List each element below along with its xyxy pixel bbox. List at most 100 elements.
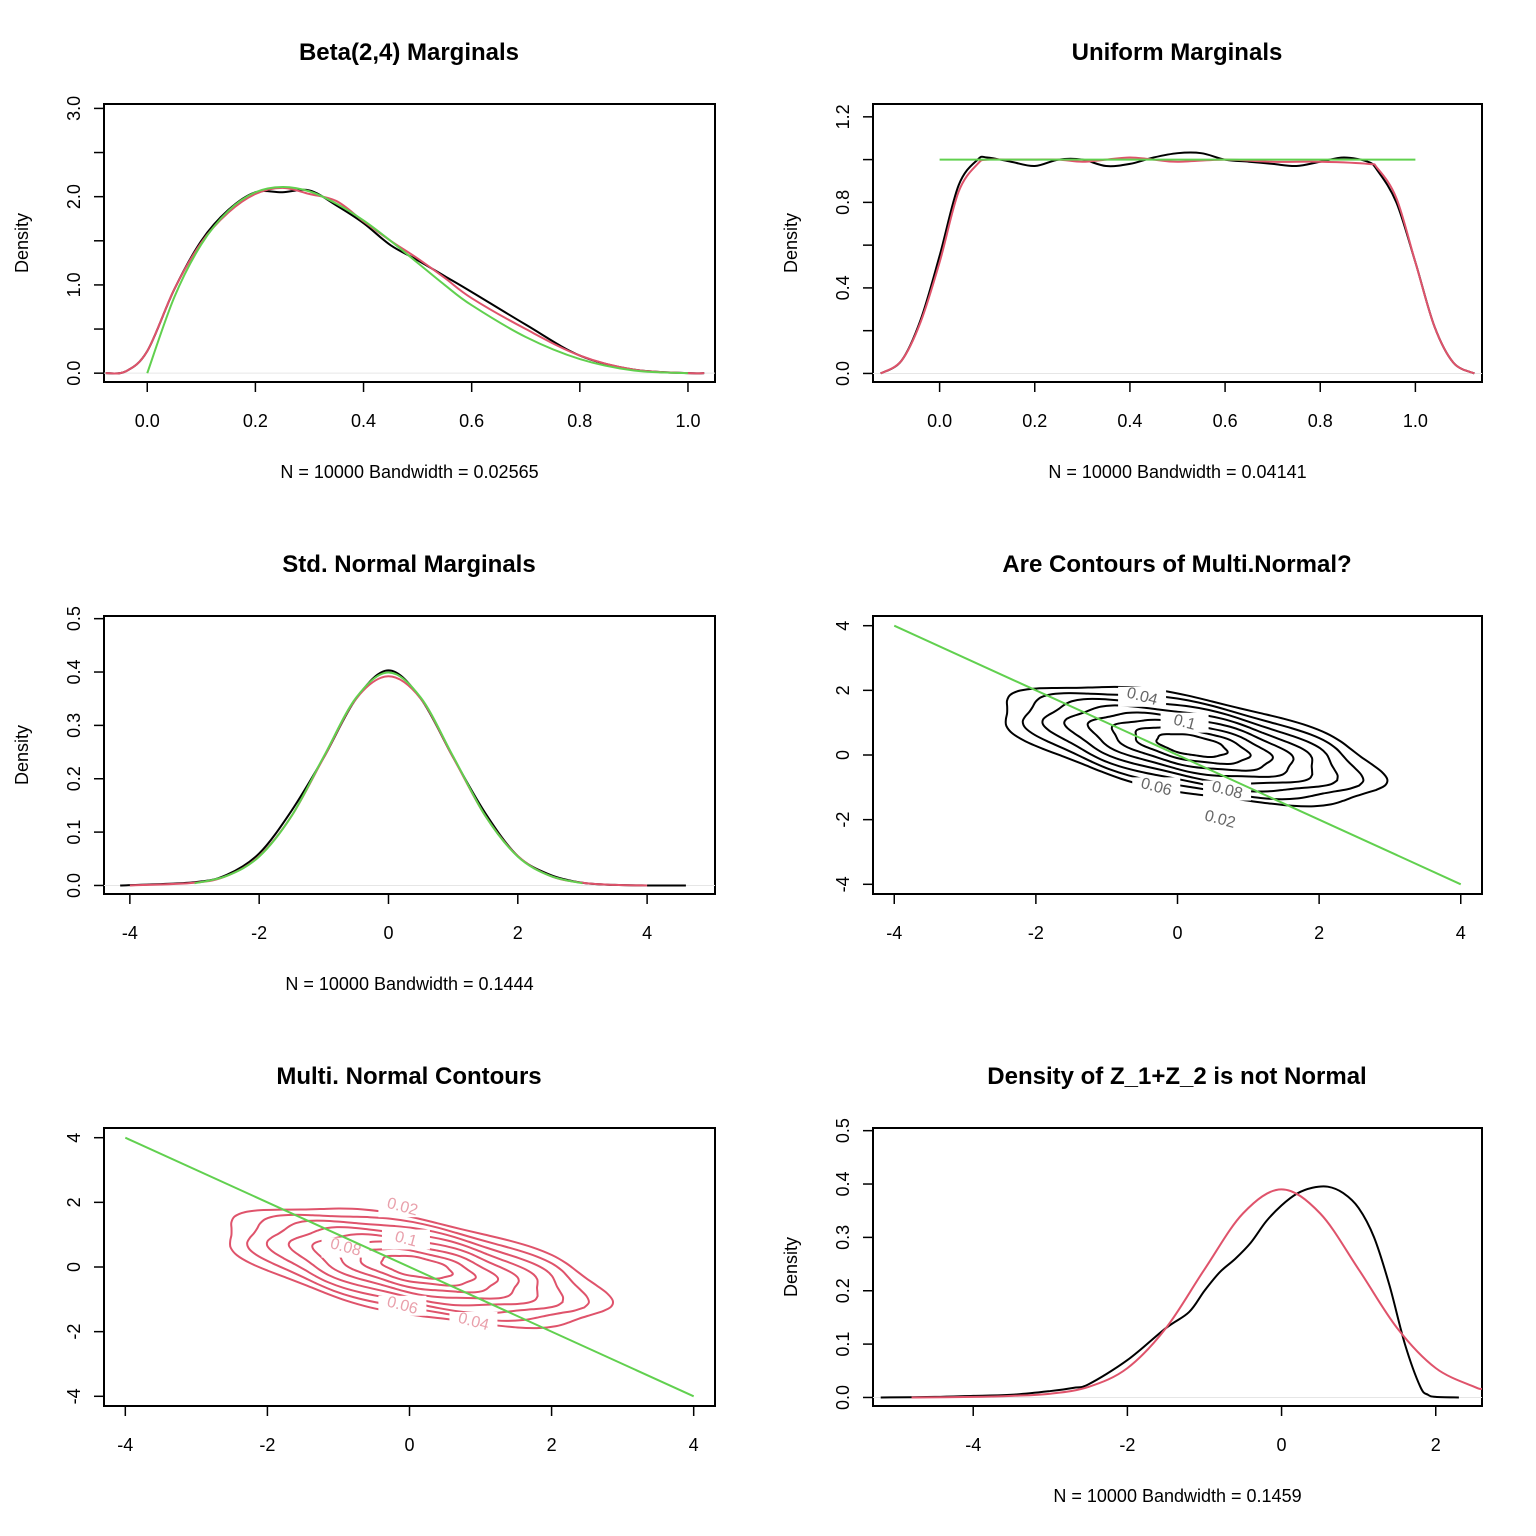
x-tick-label: 2 <box>1431 1435 1441 1455</box>
contour-line <box>1155 733 1229 759</box>
y-tick-label: 0.0 <box>833 1385 853 1410</box>
y-tick-label: 1.2 <box>833 104 853 129</box>
x-tick-label: 0.4 <box>1117 411 1142 431</box>
x-tick-label: 0.6 <box>459 411 484 431</box>
x-tick-label: -4 <box>965 1435 981 1455</box>
contour-label-bg <box>1118 686 1167 707</box>
contour-line <box>1021 692 1365 801</box>
y-tick-label: 3.0 <box>64 96 84 121</box>
y-tick-label: 0.4 <box>833 275 853 300</box>
y-tick-label: -4 <box>64 1388 84 1404</box>
contour-label: 0.1 <box>393 1228 419 1250</box>
y-tick-label: 0.0 <box>833 361 853 386</box>
x-tick-label: -2 <box>1119 1435 1135 1455</box>
chart-title: Are Contours of Multi.Normal? <box>1002 551 1351 578</box>
x-axis-label: N = 10000 Bandwidth = 0.1444 <box>285 974 533 994</box>
series-kde-reference <box>105 186 705 375</box>
y-tick-label: 2 <box>64 1197 84 1207</box>
x-tick-label: -4 <box>886 923 902 943</box>
contour-label-bg <box>1195 809 1244 830</box>
plot-area <box>873 1185 1482 1399</box>
contour-label-bg <box>378 1295 427 1316</box>
x-tick-label: -4 <box>117 1435 133 1455</box>
x-tick-label: 0.2 <box>1022 411 1047 431</box>
plot-frame <box>103 103 716 383</box>
y-tick-label: 0.8 <box>833 190 853 215</box>
plot-area: 0.020.10.080.060.04 <box>228 1195 614 1334</box>
x-tick-label: -4 <box>122 923 138 943</box>
chart-panel-4: Are Contours of Multi.Normal? -4 -2 0 2 4 -4 -2… <box>833 551 1483 943</box>
contour-label-bg <box>1160 712 1209 733</box>
x-tick-label: 4 <box>689 1435 699 1455</box>
y-tick-label: -2 <box>833 812 853 828</box>
chart-panel-2: Uniform Marginals 0.0 0.2 0.4 0.6 0.8 1.0 0.0 0.… <box>781 39 1483 482</box>
contour-line <box>359 1247 477 1287</box>
y-tick-label: 4 <box>64 1133 84 1143</box>
x-tick-label: 4 <box>642 923 652 943</box>
x-tick-label: -2 <box>1028 923 1044 943</box>
contour-label-bg <box>378 1197 427 1218</box>
x-tick-label: 2 <box>513 923 523 943</box>
x-tick-label: 0.0 <box>927 411 952 431</box>
y-tick-label: 0.1 <box>833 1332 853 1357</box>
x-tick-label: 0.8 <box>1308 411 1333 431</box>
series-kde-reference <box>880 156 1475 375</box>
series-beta-density <box>146 185 689 375</box>
series-kde-sample <box>120 669 686 887</box>
y-tick-label: 2.0 <box>64 184 84 209</box>
chart-title: Uniform Marginals <box>1072 39 1283 66</box>
plot-frame <box>872 1127 1483 1407</box>
y-axis-label: Density <box>12 213 32 273</box>
chart-title: Std. Normal Marginals <box>282 551 535 578</box>
x-axis-label: N = 10000 Bandwidth = 0.1459 <box>1053 1486 1301 1506</box>
contour-line <box>311 1233 520 1300</box>
x-tick-label: 1.0 <box>1403 411 1428 431</box>
x-tick-label: 4 <box>1456 923 1466 943</box>
contour-label-bg <box>1132 777 1181 798</box>
contour-line <box>265 1219 565 1315</box>
y-tick-label: -4 <box>833 876 853 892</box>
y-tick-label: 1.0 <box>64 272 84 297</box>
chart-title: Beta(2,4) Marginals <box>299 39 519 66</box>
y-axis-label: Density <box>781 1237 801 1297</box>
y-tick-label: 0.0 <box>64 873 84 898</box>
series-kde-sample <box>880 151 1475 375</box>
x-tick-label: 0.0 <box>135 411 160 431</box>
x-tick-label: 0 <box>404 1435 414 1455</box>
x-tick-label: 0.4 <box>351 411 376 431</box>
contour-line <box>287 1226 539 1307</box>
x-axis-label: N = 10000 Bandwidth = 0.04141 <box>1048 462 1306 482</box>
y-tick-label: 0 <box>64 1262 84 1272</box>
x-tick-label: 0 <box>1172 923 1182 943</box>
y-tick-label: 0 <box>833 750 853 760</box>
y-tick-label: 0.3 <box>64 713 84 738</box>
chart-panel-1: Beta(2,4) Marginals 0.0 0.2 0.4 0.6 0.8 1.0 0.0… <box>12 39 716 482</box>
series-kde-sample <box>105 188 705 375</box>
plot-frame <box>103 615 716 895</box>
plot-area: 0.040.10.06 0.080.02 <box>1004 685 1389 832</box>
chart-title: Multi. Normal Contours <box>276 1063 541 1090</box>
x-tick-label: 0 <box>383 923 393 943</box>
contour-line <box>380 1254 454 1280</box>
y-tick-label: 0.4 <box>64 660 84 685</box>
y-tick-label: 0.0 <box>64 361 84 386</box>
plot-area <box>104 185 715 375</box>
contour-line <box>1134 726 1252 766</box>
reference-line <box>124 1136 695 1398</box>
contour-line <box>1086 711 1295 778</box>
contour-label-bg <box>381 1229 430 1250</box>
y-tick-label: 2 <box>833 685 853 695</box>
chart-panel-3: Std. Normal Marginals -4 -2 0 2 4 0.0 0.1 0.2 0.3… <box>12 551 716 994</box>
series-normal-density <box>911 1188 1482 1399</box>
x-tick-label: -2 <box>259 1435 275 1455</box>
chart-title: Density of Z_1+Z_2 is not Normal <box>987 1063 1366 1090</box>
series-kde-sample <box>880 1185 1459 1399</box>
reference-line <box>893 624 1462 886</box>
contour-label-bg <box>1203 780 1252 801</box>
y-tick-label: 0.1 <box>64 820 84 845</box>
y-axis-label: Density <box>12 725 32 785</box>
x-tick-label: 2 <box>547 1435 557 1455</box>
y-tick-label: 0.2 <box>833 1278 853 1303</box>
series-kde-reference <box>129 675 648 887</box>
